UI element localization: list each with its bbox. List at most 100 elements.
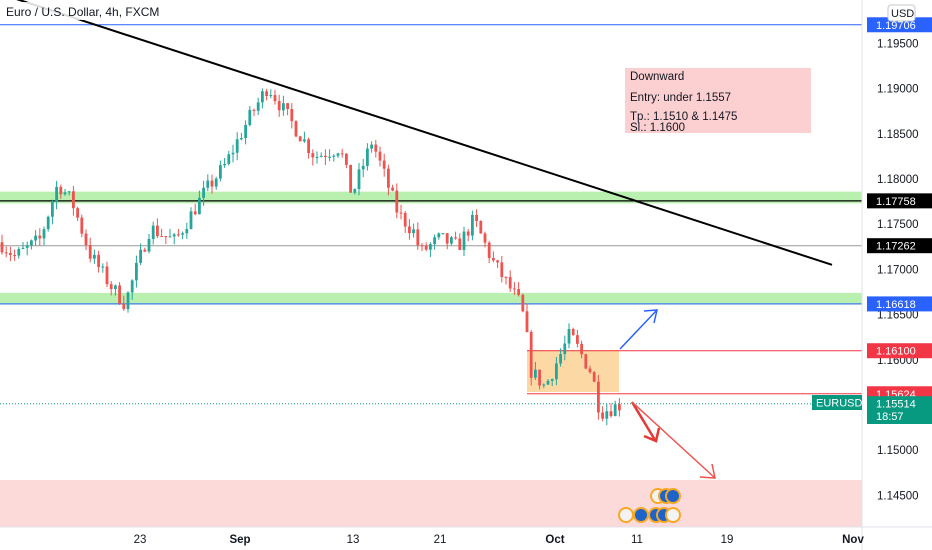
candle-body (462, 231, 466, 250)
y-tick-label: 1.17000 (877, 264, 919, 276)
candle-body (93, 254, 96, 259)
candle-body (504, 277, 508, 279)
candle-body (387, 168, 390, 188)
candle-body (580, 343, 583, 355)
candle-body (34, 235, 37, 241)
candle-body (80, 217, 84, 234)
candle-body (143, 249, 147, 252)
candle-body (521, 294, 525, 312)
candle-body (466, 231, 470, 236)
candle-body (286, 103, 289, 110)
candle-body (72, 191, 75, 209)
candle-body (0, 242, 4, 253)
currency-button[interactable]: USD (887, 4, 916, 22)
candle-body (193, 211, 197, 215)
candle-body (244, 124, 247, 139)
up-arrow-head (643, 309, 658, 324)
x-tick-label: 23 (134, 534, 147, 546)
candle-body (479, 221, 483, 234)
price-tags: 1.197061.177581.172621.166181.161001.156… (867, 17, 932, 412)
candle-body (563, 343, 567, 354)
candle-body (458, 238, 462, 250)
y-tick-label: 1.15000 (877, 445, 919, 457)
candle-body (571, 329, 575, 336)
trendline[interactable] (0, 0, 833, 266)
candle-body (252, 109, 256, 111)
y-tick-label: 1.19500 (877, 38, 919, 50)
event-group-bottom (618, 507, 681, 523)
target-zone (0, 479, 862, 527)
candle-body (336, 153, 340, 156)
candle-body (475, 214, 478, 222)
x-tick-label: 21 (434, 534, 447, 546)
candle-body (492, 258, 495, 261)
candle-body (324, 155, 327, 158)
candle-body (618, 404, 621, 411)
candle-body (101, 266, 105, 268)
candle-body (189, 211, 193, 230)
candle-body (294, 121, 298, 137)
price-tag (867, 17, 932, 33)
candle-body (471, 214, 474, 236)
candle-body (172, 234, 176, 237)
candle-body (122, 303, 126, 310)
chart-title: Euro / U.S. Dollar, 4h, FXCM (6, 5, 159, 19)
candle-body (59, 186, 63, 195)
candle-body (357, 169, 361, 190)
candle-body (349, 164, 352, 193)
candle-body (84, 233, 88, 246)
candle-body (269, 95, 273, 97)
candle-body (214, 178, 218, 187)
candle-body (298, 136, 302, 142)
us-flag-icon (618, 507, 634, 523)
candle-body (332, 155, 336, 157)
candle-body (307, 139, 310, 154)
candle-body (210, 180, 214, 187)
candle-body (437, 233, 441, 238)
candle-body (261, 91, 264, 103)
candle-body (597, 381, 600, 413)
candle-body (76, 208, 79, 218)
annotation-note[interactable]: Downward Entry: under 1.1557 Tp.: 1.1510… (625, 68, 811, 134)
candle-body (345, 153, 348, 165)
candle-body (156, 225, 159, 237)
price-axis[interactable]: 1.19500 1.19000 1.18500 1.18000 1.17500 1.170… (877, 38, 919, 502)
candle-body (240, 138, 243, 140)
candle-body (9, 252, 12, 256)
candle-body (378, 151, 382, 161)
candle-body (500, 262, 504, 278)
zones-layer (0, 191, 862, 527)
candle-body (273, 95, 277, 102)
candle-body (555, 363, 558, 380)
economic-events[interactable] (618, 488, 681, 523)
candle-body (135, 262, 138, 281)
candle-body (328, 156, 331, 158)
candle-body (374, 144, 378, 152)
x-tick-label: 19 (721, 534, 734, 546)
candle-body (109, 284, 113, 290)
candle-body (4, 252, 8, 254)
candle-body (395, 190, 399, 213)
candle-body (525, 311, 529, 332)
candle-body (130, 280, 134, 293)
up-arrow (619, 310, 657, 350)
candle-body (445, 233, 449, 244)
eu-flag-icon (665, 488, 681, 504)
resistance-zone (0, 191, 862, 204)
candle-body (282, 103, 285, 111)
candle-body (63, 192, 67, 195)
candle-body (592, 372, 596, 382)
candle-body (399, 212, 403, 214)
annotation-line-1: Downward (630, 71, 684, 83)
x-tick-label: 13 (347, 534, 360, 546)
candle-body (340, 153, 344, 155)
candle-body (277, 101, 281, 111)
candle-body (513, 288, 516, 290)
time-axis[interactable]: 23 Sep 13 21 Oct 11 19 Nov (134, 534, 865, 546)
candle-body (223, 163, 226, 166)
candle-body (542, 384, 546, 386)
candle-body (454, 237, 457, 239)
price-tag-label: 1.16618 (876, 299, 916, 311)
annotation-line-3: Tp.: 1.1510 & 1.1475 (630, 111, 737, 123)
